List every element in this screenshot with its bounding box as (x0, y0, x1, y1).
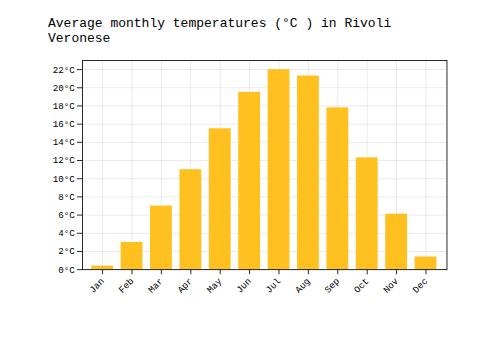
svg-text:Jan: Jan (87, 276, 107, 296)
svg-text:16°C: 16°C (53, 119, 76, 130)
svg-text:Nov: Nov (381, 276, 401, 296)
svg-text:10°C: 10°C (53, 174, 76, 185)
svg-text:Aug: Aug (293, 276, 313, 296)
svg-text:Dec: Dec (411, 276, 431, 296)
svg-text:8°C: 8°C (58, 192, 75, 203)
svg-text:4°C: 4°C (58, 228, 75, 239)
svg-text:12°C: 12°C (53, 155, 76, 166)
svg-text:Sep: Sep (322, 276, 342, 296)
svg-text:Jul: Jul (264, 276, 284, 296)
svg-text:22°C: 22°C (53, 65, 76, 76)
html-text:Average monthly temperatures (: Average monthly temperatures (°C ) in Ri… (48, 16, 392, 46)
svg-text:May: May (205, 276, 225, 296)
svg-text:Mar: Mar (146, 276, 166, 296)
svg-text:Oct: Oct (352, 276, 372, 296)
svg-text:20°C: 20°C (53, 83, 76, 94)
svg-text:18°C: 18°C (53, 101, 76, 112)
svg-text:Apr: Apr (175, 276, 195, 296)
svg-text:Feb: Feb (117, 276, 137, 296)
svg-text:0°C: 0°C (58, 265, 75, 276)
svg-text:14°C: 14°C (53, 137, 76, 148)
svg-text:2°C: 2°C (58, 246, 75, 257)
svg-text:6°C: 6°C (58, 210, 75, 221)
svg-text:Jun: Jun (234, 276, 254, 296)
